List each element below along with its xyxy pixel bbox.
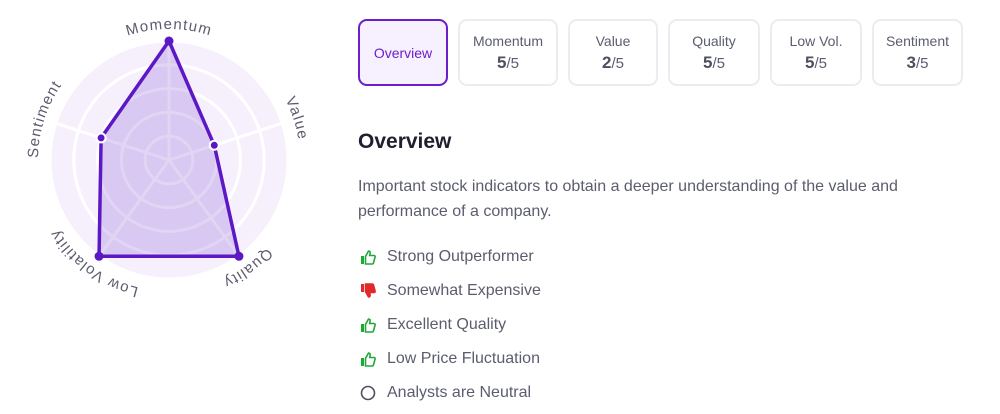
grid-spoke [97,159,171,258]
tab-label: Momentum [472,32,544,49]
tab-label: Value [595,32,631,49]
section-description: Important stock indicators to obtain a d… [358,178,898,220]
thumbs-up-icon [358,247,378,267]
indicator-item: Analysts are Neutral [358,376,541,410]
indicator-item: Low Price Fluctuation [358,342,541,376]
data-point-quality [234,251,244,261]
indicator-item: Strong Outperformer [358,240,541,274]
indicator-label: Excellent Quality [387,316,507,333]
tab-quality[interactable]: Quality 5/5 [668,19,760,86]
thumbs-down-icon [358,281,378,301]
tab-score: 2/5 [602,52,624,72]
axis-label-text: Momentum [124,16,213,39]
grid-spoke [168,121,283,162]
thumbs-up-icon [358,349,378,369]
indicator-label: Strong Outperformer [387,248,534,265]
thumbs-up-icon [358,315,378,335]
tab-score: 3/5 [906,52,929,72]
tab-label: Overview [373,44,433,61]
indicator-label: Somewhat Expensive [387,282,541,299]
tab-label: Quality [692,32,736,49]
tab-score: 5/5 [703,52,725,72]
grid-spoke [55,121,170,162]
tab-score: 5/5 [497,52,519,72]
grid-spoke [167,159,241,258]
data-point-value [208,139,220,151]
tab-momentum[interactable]: Momentum 5/5 [458,19,558,86]
tab-low-vol[interactable]: Low Vol. 5/5 [770,19,862,86]
data-point-momentum [164,36,174,46]
circle-icon [358,383,378,403]
indicator-item: Excellent Quality [358,308,541,342]
data-area [97,39,241,259]
indicator-item: Somewhat Expensive [358,274,541,308]
indicator-label: Low Price Fluctuation [387,350,540,367]
data-point-sentiment [95,132,107,144]
axis-label-momentum: Momentum [124,16,214,39]
section-title: Overview [358,130,452,153]
indicator-list: Strong Outperformer Somewhat Expensive Exc… [358,240,541,410]
indicator-label: Analysts are Neutral [387,384,532,401]
tab-label: Sentiment [885,32,950,49]
data-point-low-volatility [94,251,104,261]
tab-overview[interactable]: Overview [358,19,448,86]
tab-sentiment[interactable]: Sentiment 3/5 [872,19,963,86]
tab-value[interactable]: Value 2/5 [568,19,658,86]
tab-score: 5/5 [805,52,827,72]
score-tabs: Overview Momentum 5/5 Value 2/5 Quality 5/5… [358,19,963,86]
tab-label: Low Vol. [789,32,843,49]
